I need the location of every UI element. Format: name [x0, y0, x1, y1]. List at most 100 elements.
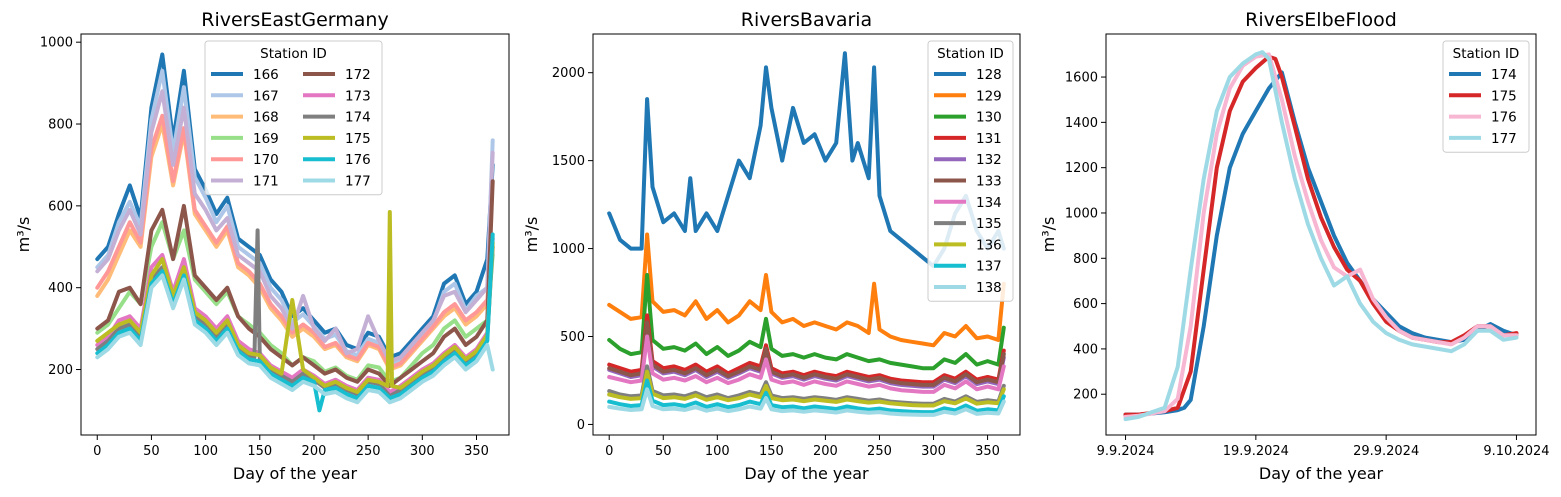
legend-label: 170: [253, 152, 279, 168]
y-tick-label: 600: [1073, 297, 1098, 312]
x-tick-label: 50: [655, 444, 672, 459]
x-tick-label: 200: [302, 444, 327, 459]
legend-box: [927, 40, 1014, 302]
x-tick-label: 29.9.2024: [1353, 444, 1419, 459]
series-line-177: [95, 273, 495, 405]
series-line-175: [95, 210, 495, 394]
series-line-136: [607, 369, 1006, 408]
legend-label: 136: [976, 237, 1002, 253]
legend-label: 129: [976, 88, 1002, 104]
legend-item-173: 173: [303, 88, 371, 104]
axes-frame: [1105, 33, 1537, 436]
series-line-137: [607, 378, 1006, 415]
legend-item-135: 135: [934, 216, 1002, 232]
x-tick-label: 0: [605, 444, 613, 459]
legend-label: 130: [976, 110, 1002, 126]
y-tick-label: 1200: [1065, 161, 1098, 176]
legend-label: 176: [345, 152, 371, 168]
y-axis-label: m³/s: [1039, 217, 1058, 253]
legend: Station ID 174 175 176 177: [1442, 40, 1530, 153]
legend-label: 177: [345, 174, 371, 190]
y-axis-label: m³/s: [14, 217, 33, 253]
legend-label: 166: [253, 67, 279, 83]
x-tick-label: 300: [921, 444, 946, 459]
chart-panel-1: 0 50 100 150 200 250 300 350 0 500 1000 1500 2000 Riv…: [522, 9, 1021, 483]
legend-label: 137: [976, 259, 1002, 275]
y-tick-label: 400: [1073, 342, 1098, 357]
series-line-134: [607, 334, 1006, 394]
legend-item-168: 168: [211, 110, 279, 126]
series-lines: [95, 52, 495, 413]
x-tick-label: 100: [705, 444, 730, 459]
legend-label: 174: [1491, 67, 1517, 83]
legend-label: 131: [976, 131, 1002, 147]
legend-label: 171: [253, 174, 279, 190]
legend-label: 173: [345, 88, 371, 104]
legend-item-170: 170: [211, 152, 279, 168]
chart-title: RiversBavaria: [741, 9, 872, 31]
legend-title: Station ID: [1453, 46, 1520, 62]
legend-label: 176: [1491, 110, 1517, 126]
y-tick-label: 200: [1073, 388, 1098, 403]
legend-label: 138: [976, 280, 1002, 296]
y-tick-label: 400: [48, 281, 73, 296]
legend-item-175: 175: [1449, 88, 1517, 104]
x-tick-label: 50: [143, 444, 160, 459]
legend-item-174: 174: [1449, 67, 1517, 83]
legend-item-129: 129: [934, 88, 1002, 104]
x-tick-label: 200: [813, 444, 838, 459]
x-axis-label: Day of the year: [744, 464, 869, 483]
y-tick-label: 1000: [1065, 206, 1098, 221]
chart-title: RiversElbeFlood: [1245, 9, 1397, 31]
legend-item-175: 175: [303, 131, 371, 147]
y-tick-label: 1000: [40, 36, 73, 51]
legend-item-131: 131: [934, 131, 1002, 147]
series-line-176: [1123, 52, 1519, 419]
x-tick-label: 150: [759, 444, 784, 459]
y-tick-label: 200: [48, 363, 73, 378]
legend-item-128: 128: [934, 67, 1002, 83]
legend-label: 132: [976, 152, 1002, 168]
y-tick-label: 1000: [552, 242, 585, 257]
x-axis-label: Day of the year: [233, 464, 358, 483]
x-tick-label: 300: [410, 444, 435, 459]
y-tick-label: 1400: [1065, 116, 1098, 131]
legend-item-138: 138: [934, 280, 1002, 296]
y-tick-label: 0: [577, 418, 585, 433]
series-line-133: [607, 320, 1006, 387]
legend-item-177: 177: [1449, 131, 1517, 147]
series-lines: [1123, 50, 1519, 422]
series-line-138: [607, 387, 1006, 417]
series-line-177: [1123, 50, 1519, 422]
x-tick-label: 100: [193, 444, 218, 459]
legend-item-169: 169: [211, 131, 279, 147]
legend-label: 175: [1491, 88, 1517, 104]
x-tick-label: 19.9.2024: [1223, 444, 1289, 459]
x-tick-label: 9.10.2024: [1483, 444, 1549, 459]
series-line-129: [607, 232, 1006, 348]
legend-label: 133: [976, 174, 1002, 190]
legend-label: 168: [253, 110, 279, 126]
legend-box: [1442, 40, 1530, 153]
legend-label: 174: [345, 110, 371, 126]
legend-label: 128: [976, 67, 1002, 83]
legend-title: Station ID: [260, 46, 327, 62]
legend-item-176: 176: [303, 152, 371, 168]
legend: Station ID 128 129 130 131 132 133 134 135 136 137…: [927, 40, 1014, 302]
legend-item-137: 137: [934, 259, 1002, 275]
x-tick-label: 350: [975, 444, 1000, 459]
legend-label: 169: [253, 131, 279, 147]
legend-item-172: 172: [303, 67, 371, 83]
legend-label: 134: [976, 195, 1002, 211]
legend-item-171: 171: [211, 174, 279, 190]
legend-item-174: 174: [303, 110, 371, 126]
axes-frame: [80, 33, 510, 436]
series-lines: [607, 51, 1006, 417]
legend-label: 177: [1491, 131, 1517, 147]
y-tick-label: 500: [560, 330, 585, 345]
x-tick-label: 250: [356, 444, 381, 459]
legend-label: 167: [253, 88, 279, 104]
x-tick-label: 0: [93, 444, 101, 459]
